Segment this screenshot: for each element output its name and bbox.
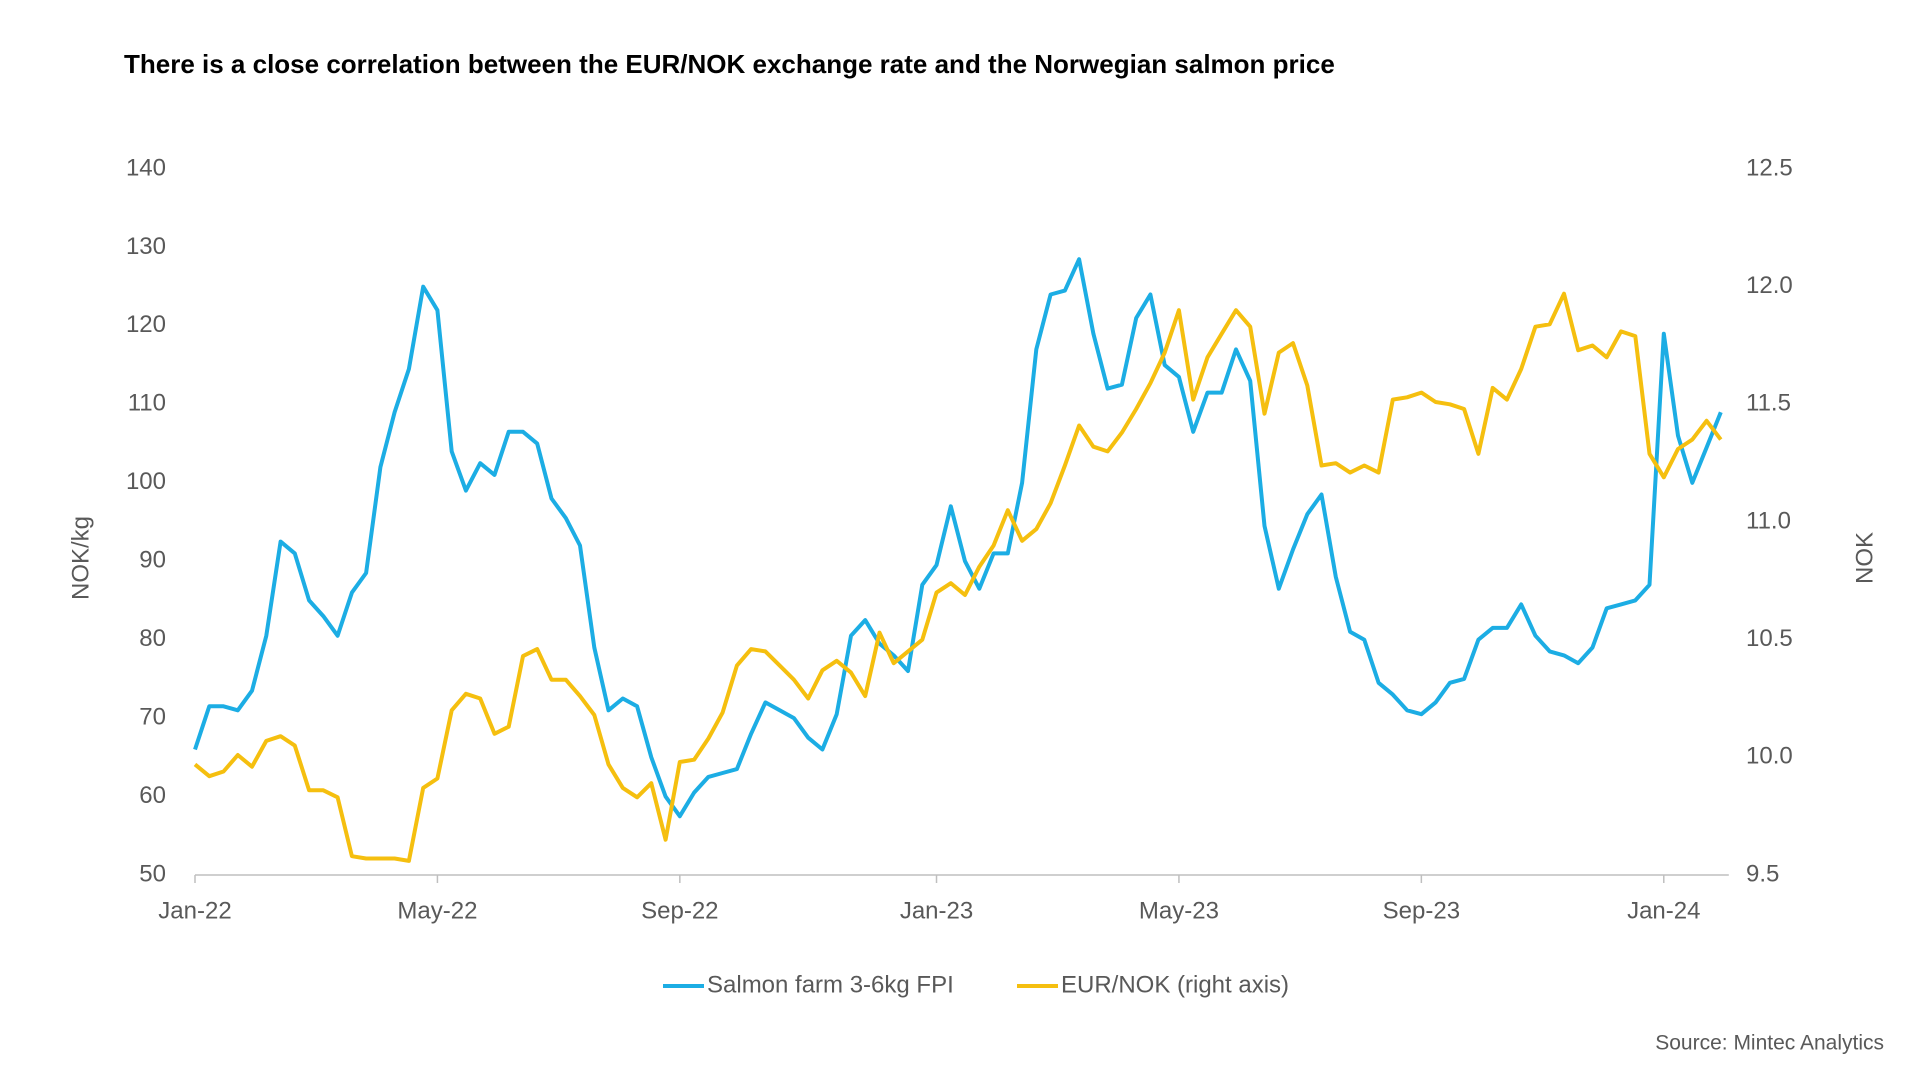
y-tick-label: 130 [126,233,166,260]
x-tick-label: May-22 [397,897,477,924]
y-tick-label: 70 [139,703,166,730]
y2-tick-label: 10.5 [1746,625,1793,652]
y-tick-label: 60 [139,782,166,809]
y-tick-label: 80 [139,625,166,652]
chart-title: There is a close correlation between the… [124,49,1335,79]
y-axis-label: NOK/kg [67,516,94,600]
legend-label: EUR/NOK (right axis) [1061,971,1289,998]
y-tick-label: 90 [139,547,166,574]
legend-label: Salmon farm 3-6kg FPI [707,971,954,998]
x-tick-label: Sep-23 [1383,897,1460,924]
y2-tick-label: 12.0 [1746,272,1793,299]
y2-tick-label: 9.5 [1746,860,1779,887]
y2-tick-label: 11.5 [1746,390,1791,417]
x-tick-label: Jan-22 [158,897,231,924]
x-tick-label: Jan-23 [900,897,973,924]
y-tick-label: 140 [126,154,166,181]
y2-tick-label: 12.5 [1746,154,1793,181]
y-tick-label: 120 [126,311,166,338]
y2-axis-label: NOK [1851,532,1878,584]
y2-tick-label: 11.0 [1746,507,1791,534]
series-line [193,291,1723,863]
series-line [193,257,1723,819]
x-tick-label: Sep-22 [641,897,718,924]
y-tick-label: 110 [128,390,166,417]
source-note: Source: Mintec Analytics [1655,1032,1884,1055]
y-tick-label: 100 [126,468,166,495]
y-tick-label: 50 [139,860,166,887]
y2-tick-label: 10.0 [1746,743,1793,770]
x-tick-label: Jan-24 [1627,897,1700,924]
x-tick-label: May-23 [1139,897,1219,924]
